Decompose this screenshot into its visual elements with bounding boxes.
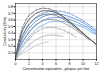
- svg-text:12: 12: [95, 61, 99, 65]
- svg-text:4: 4: [42, 61, 44, 65]
- svg-text:0: 0: [15, 61, 17, 65]
- svg-text:0.2: 0.2: [8, 44, 13, 48]
- svg-text:0.4: 0.4: [8, 31, 13, 35]
- svg-text:0.1: 0.1: [8, 51, 13, 55]
- svg-text:6: 6: [55, 61, 57, 65]
- svg-text:Conductivity (S/m): Conductivity (S/m): [3, 17, 7, 46]
- svg-text:0.8: 0.8: [8, 5, 13, 9]
- svg-text:8: 8: [69, 61, 71, 65]
- svg-text:0.6: 0.6: [8, 18, 13, 22]
- svg-text:Concentration equivalent - g/e: Concentration equivalent - g/equiv. per …: [23, 67, 90, 71]
- svg-text:2: 2: [28, 61, 30, 65]
- svg-text:10: 10: [81, 61, 85, 65]
- svg-text:0.3: 0.3: [8, 38, 13, 42]
- svg-text:0.7: 0.7: [8, 12, 13, 16]
- svg-text:0.5: 0.5: [8, 25, 13, 29]
